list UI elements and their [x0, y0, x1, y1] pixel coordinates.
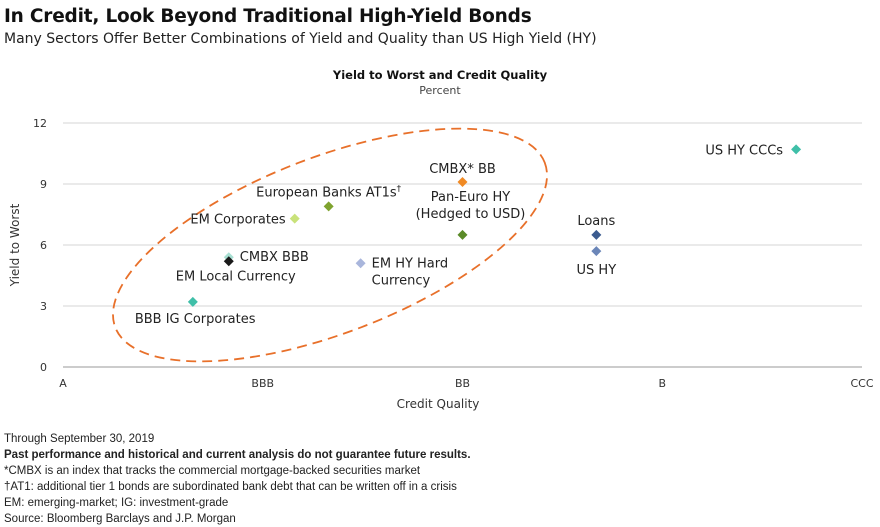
footnote-disclaimer: Past performance and historical and curr…	[4, 449, 471, 461]
footnote-at1: †AT1: additional tier 1 bonds are subord…	[4, 481, 457, 493]
footnotes: Through September 30, 2019 Past performa…	[4, 431, 874, 527]
footnote-date: Through September 30, 2019	[4, 433, 155, 445]
point-loans	[591, 229, 602, 240]
x-tick-labels: A BBB BB B CCC	[59, 377, 874, 390]
label-bbb-ig-corporates: BBB IG Corporates	[135, 312, 256, 327]
label-em-corporates: EM Corporates	[190, 213, 286, 228]
x-tick-label: BBB	[251, 377, 274, 390]
point-labels: US HY CCCs CMBX* BB European Banks AT1s† EM…	[135, 143, 783, 326]
point-pan-euro-hy-hedged-to-usd	[457, 229, 468, 240]
x-tick-label: B	[658, 377, 666, 390]
chart-subtitle: Percent	[419, 84, 461, 97]
y-axis-label: Yield to Worst	[8, 203, 22, 287]
gridlines	[63, 122, 862, 368]
page-subtitle: Many Sectors Offer Better Combinations o…	[4, 31, 597, 47]
x-tick-label: BB	[455, 377, 470, 390]
label-em-local-currency: EM Local Currency	[176, 269, 296, 284]
data-points	[187, 144, 802, 307]
y-tick-label: 0	[40, 361, 47, 374]
highlight-ellipse	[112, 127, 548, 363]
y-tick-label: 3	[40, 300, 47, 313]
y-tick-label: 9	[40, 178, 47, 191]
footnote-source: Source: Bloomberg Barclays and J.P. Morg…	[4, 513, 236, 525]
y-tick-label: 6	[40, 239, 47, 252]
footnote-abbreviations: EM: emerging-market; IG: investment-grad…	[4, 497, 229, 509]
point-em-hy-hard-currency	[355, 258, 366, 269]
label-us-hy: US HY	[577, 263, 617, 278]
point-european-banks-at1s	[323, 201, 334, 212]
label-cmbx-bbb: CMBX BBB	[240, 250, 309, 265]
page-title: In Credit, Look Beyond Traditional High-…	[4, 6, 532, 27]
point-em-local-currency	[223, 256, 234, 267]
x-tick-label: CCC	[850, 377, 873, 390]
x-tick-label: A	[59, 377, 67, 390]
y-tick-labels: 0 3 6 9 12	[33, 117, 47, 374]
x-axis-label: Credit Quality	[397, 397, 480, 411]
label-loans: Loans	[577, 214, 615, 229]
point-em-corporates	[289, 213, 300, 224]
point-bbb-ig-corporates	[187, 296, 198, 307]
point-us-hy	[591, 246, 602, 257]
label-cmbx-bb: CMBX* BB	[429, 162, 496, 177]
label-pan-euro-hy-hedged-to-usd: Pan-Euro HY (Hedged to USD)	[416, 190, 526, 222]
point-cmbx-bb	[457, 176, 468, 187]
label-european-banks-at1s: European Banks AT1s†	[256, 184, 401, 200]
label-em-hy-hard-currency: EM HY Hard Currency	[372, 256, 449, 288]
chart-title: Yield to Worst and Credit Quality	[332, 68, 548, 82]
y-tick-label: 12	[33, 117, 47, 130]
point-us-hy-cccs	[791, 144, 802, 155]
footnote-cmbx: *CMBX is an index that tracks the commer…	[4, 465, 421, 477]
label-us-hy-cccs: US HY CCCs	[705, 143, 783, 158]
